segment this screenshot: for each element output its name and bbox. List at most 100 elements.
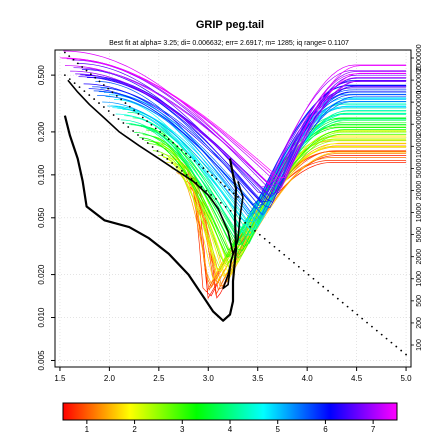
y-tick-label: 0.020 [37,264,46,285]
reference-dot [122,122,125,124]
reference-dot [72,58,75,61]
reference-dot [371,325,373,328]
reference-dot [395,345,398,348]
right-tick-label: 200000 [416,112,423,135]
reference-dot [258,233,261,236]
reference-dot [159,131,161,133]
y-tick-label: 0.200 [37,121,46,142]
reference-dot [283,253,286,256]
reference-dot [172,141,174,144]
reference-dot [63,74,66,77]
reference-dot [219,181,222,184]
reference-dot [400,349,403,352]
reference-dot [102,106,105,108]
reference-dot [120,98,123,101]
right-tick-label: 50000 [416,159,423,179]
colorbar-ticks: 1 2 3 4 5 6 7 [85,420,376,434]
reference-dot [156,150,159,152]
reference-dot [171,162,174,164]
colorbar [62,402,398,421]
reference-dot [205,189,208,192]
family-curve [63,50,407,185]
right-tick-label: 500 [416,295,423,307]
family-curve [117,107,407,230]
best-fit-path [67,79,244,290]
reference-dot [268,241,271,244]
reference-dot [124,102,127,104]
reference-dot [312,277,315,280]
reference-dot [98,102,100,104]
family-curve [59,57,407,179]
reference-dot [307,273,310,276]
reference-dot [151,146,154,148]
reference-dot [180,149,183,151]
reference-dot [249,225,251,228]
right-tick-label: 200 [416,317,423,329]
reference-dot [68,78,71,81]
reference-dot [356,313,359,316]
reference-dot [346,305,349,308]
reference-dot [219,201,222,204]
right-tick-label: 1000 [416,271,423,287]
family-curve [189,162,407,300]
reference-dot [102,84,105,86]
colorbar-tick-label: 7 [371,425,376,434]
y-tick-label: 0.005 [37,350,46,371]
reference-dot [150,123,153,126]
reference-dot [390,341,393,344]
reference-dot [161,154,164,156]
family-curve [188,160,407,293]
reference-dot [185,152,187,155]
reference-dot [76,62,79,65]
reference-dot [215,177,218,180]
right-tick-label: 2000000 [416,44,423,71]
reference-dot [85,69,88,72]
reference-dot [302,269,305,272]
x-tick-label: 1.5 [54,374,66,383]
family-curve [83,83,407,203]
colorbar-tick-label: 5 [275,425,280,434]
reference-dot [112,114,115,116]
reference-dot [111,91,114,94]
reference-dot [107,110,110,112]
y-tick-label: 0.050 [37,207,46,228]
right-tick-label: 10000 [416,203,423,223]
family-curve [98,91,407,216]
x-axis: 1.5 2.0 2.5 3.0 3.5 4.0 4.5 5.0 [54,367,412,383]
right-tick-label: 100000 [416,135,423,158]
reference-dot [68,55,71,58]
reference-dot [137,113,140,115]
reference-dot [185,174,188,176]
reference-dot [115,94,118,97]
plot-frame [54,49,412,368]
fit-info-line: Best fit at alpha= 3.25; di= 0.006632; e… [109,40,349,47]
colorbar-tick-label: 6 [323,425,328,434]
reference-dot [366,321,368,324]
curve-family [59,50,407,300]
right-tick-label: 20000 [416,181,423,201]
reference-dot [254,229,256,232]
colorbar-tick-label: 2 [132,425,137,434]
family-curve [64,65,407,185]
reference-dot [336,297,339,300]
reference-dot [83,90,86,92]
reference-dot [232,192,235,195]
reference-dot [375,329,378,332]
y-axis: 0.005 0.010 0.020 0.050 0.100 0.200 0.500 [37,65,55,371]
reference-dot [317,281,320,284]
reference-dot [128,105,131,108]
reference-dot [211,174,213,177]
reference-dot [176,145,179,148]
right-tick-label: 1000000 [416,66,423,93]
reference-dot [237,196,239,198]
reference-dot [202,167,205,169]
x-tick-label: 5.0 [400,374,412,383]
reference-dot [176,166,178,168]
family-curve [88,84,407,206]
reference-dot [137,134,139,136]
reference-dot [351,309,354,312]
reference-dot [88,94,91,96]
family-curve [110,98,407,227]
family-curve [137,117,407,248]
